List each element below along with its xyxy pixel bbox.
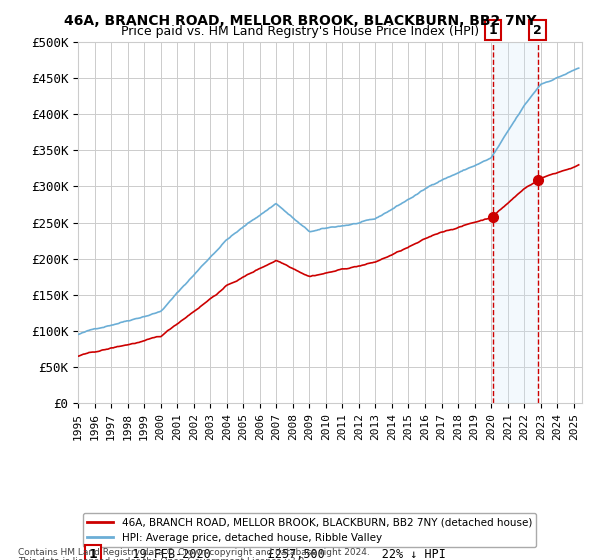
Text: 46A, BRANCH ROAD, MELLOR BROOK, BLACKBURN, BB2 7NY: 46A, BRANCH ROAD, MELLOR BROOK, BLACKBUR… bbox=[64, 14, 536, 28]
Text: Price paid vs. HM Land Registry's House Price Index (HPI): Price paid vs. HM Land Registry's House … bbox=[121, 25, 479, 38]
Text: 1: 1 bbox=[489, 24, 497, 36]
Text: 19-FEB-2020        £257,500        22% ↓ HPI: 19-FEB-2020 £257,500 22% ↓ HPI bbox=[111, 548, 446, 560]
Legend: 46A, BRANCH ROAD, MELLOR BROOK, BLACKBURN, BB2 7NY (detached house), HPI: Averag: 46A, BRANCH ROAD, MELLOR BROOK, BLACKBUR… bbox=[83, 513, 536, 547]
Bar bbox=[493, 42, 538, 403]
Text: 1: 1 bbox=[89, 548, 97, 560]
Text: This data is licensed under the Open Government Licence v3.0.: This data is licensed under the Open Gov… bbox=[18, 557, 307, 560]
Text: Contains HM Land Registry data © Crown copyright and database right 2024.: Contains HM Land Registry data © Crown c… bbox=[18, 548, 370, 557]
Text: 2: 2 bbox=[533, 24, 542, 36]
